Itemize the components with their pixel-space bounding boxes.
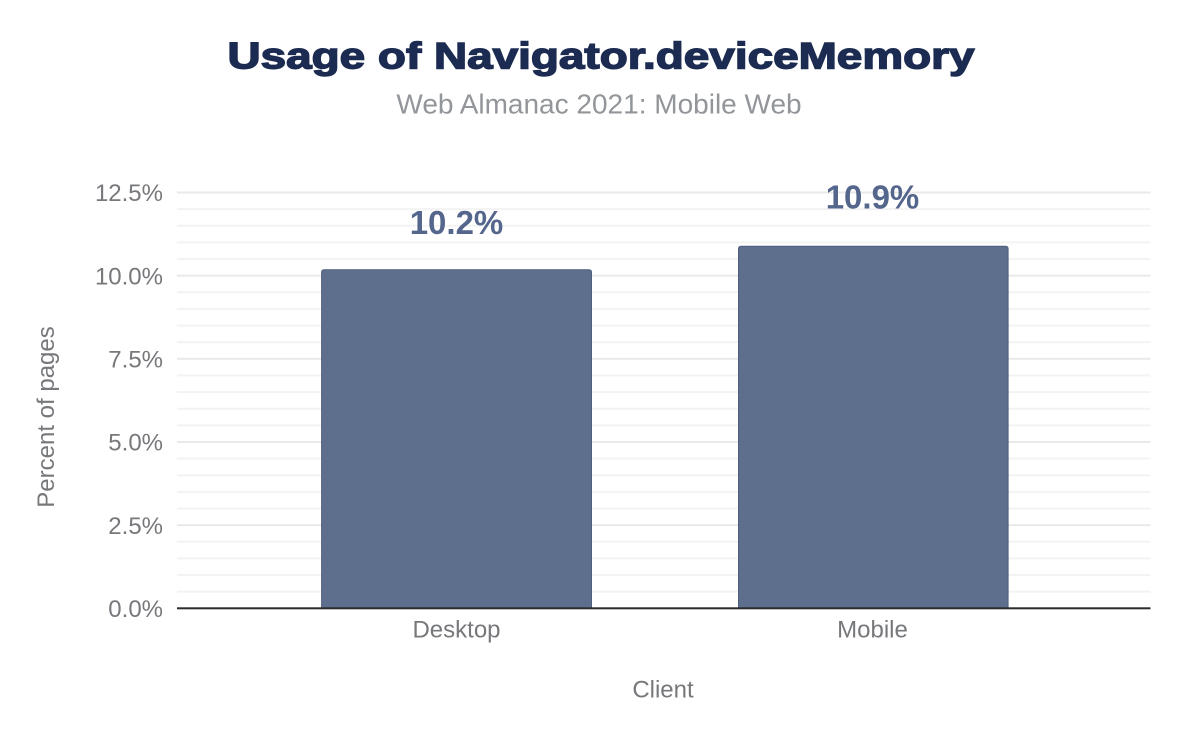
svg-text:0.0%: 0.0%: [108, 596, 163, 623]
svg-text:2.5%: 2.5%: [108, 513, 163, 540]
svg-text:Web Almanac 2021: Mobile Web: Web Almanac 2021: Mobile Web: [396, 89, 801, 120]
svg-text:10.9%: 10.9%: [826, 178, 920, 215]
svg-text:Mobile: Mobile: [837, 617, 908, 644]
svg-text:Usage of Navigator.deviceMemor: Usage of Navigator.deviceMemory: [228, 36, 976, 77]
svg-text:Percent of pages: Percent of pages: [33, 326, 60, 507]
svg-text:10.2%: 10.2%: [410, 204, 504, 241]
svg-text:12.5%: 12.5%: [95, 180, 163, 207]
svg-text:7.5%: 7.5%: [108, 347, 163, 374]
svg-text:5.0%: 5.0%: [108, 430, 163, 457]
svg-text:Client: Client: [632, 677, 694, 704]
svg-text:Desktop: Desktop: [412, 617, 500, 644]
svg-text:10.0%: 10.0%: [95, 263, 163, 290]
